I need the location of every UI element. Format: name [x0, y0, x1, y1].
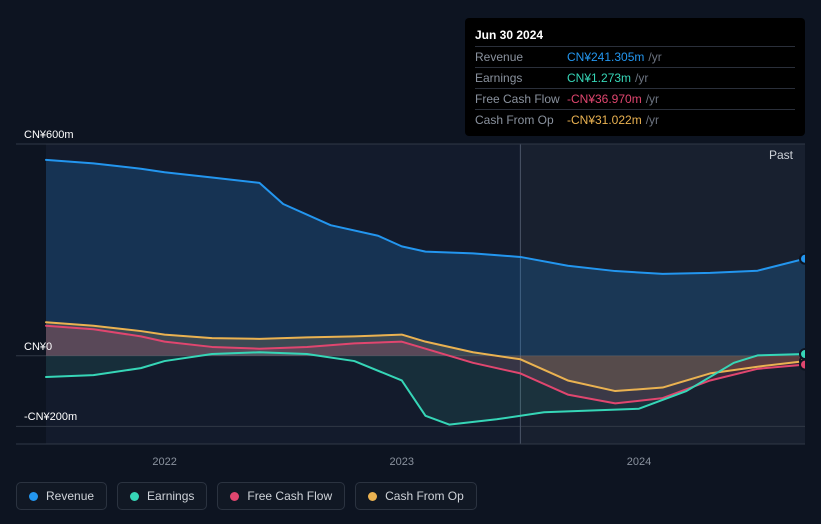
- tooltip-row: Free Cash Flow-CN¥36.970m/yr: [475, 89, 795, 110]
- tooltip-row-unit: /yr: [648, 50, 661, 64]
- legend-item-label: Cash From Op: [385, 489, 464, 503]
- legend-dot-icon: [130, 492, 139, 501]
- legend-item-label: Free Cash Flow: [247, 489, 332, 503]
- legend-item-cash-from-op[interactable]: Cash From Op: [355, 482, 477, 510]
- tooltip-row-label: Earnings: [475, 71, 567, 85]
- chart-legend: Revenue Earnings Free Cash Flow Cash From O…: [16, 482, 477, 510]
- y-axis-label: -CN¥200m: [24, 411, 77, 423]
- x-axis-label: 2023: [390, 456, 414, 468]
- tooltip-row-label: Free Cash Flow: [475, 92, 567, 106]
- legend-item-earnings[interactable]: Earnings: [117, 482, 207, 510]
- tooltip-row-unit: /yr: [635, 71, 648, 85]
- tooltip-row-value: -CN¥36.970m: [567, 92, 642, 106]
- legend-item-label: Revenue: [46, 489, 94, 503]
- tooltip-row-value: CN¥241.305m: [567, 50, 644, 64]
- tooltip-row: EarningsCN¥1.273m/yr: [475, 68, 795, 89]
- tooltip-row-label: Cash From Op: [475, 113, 567, 127]
- legend-dot-icon: [29, 492, 38, 501]
- legend-dot-icon: [230, 492, 239, 501]
- tooltip-row: RevenueCN¥241.305m/yr: [475, 47, 795, 68]
- legend-item-revenue[interactable]: Revenue: [16, 482, 107, 510]
- tooltip-row-label: Revenue: [475, 50, 567, 64]
- y-axis-label: CN¥0: [24, 341, 52, 353]
- chart-svg: [16, 126, 805, 466]
- past-label: Past: [769, 148, 793, 162]
- chart-tooltip: Jun 30 2024 RevenueCN¥241.305m/yrEarning…: [465, 18, 805, 136]
- legend-item-label: Earnings: [147, 489, 194, 503]
- legend-dot-icon: [368, 492, 377, 501]
- tooltip-row: Cash From Op-CN¥31.022m/yr: [475, 110, 795, 130]
- tooltip-row-unit: /yr: [646, 113, 659, 127]
- legend-item-free-cash-flow[interactable]: Free Cash Flow: [217, 482, 345, 510]
- y-axis-label: CN¥600m: [24, 129, 74, 141]
- tooltip-row-value: -CN¥31.022m: [567, 113, 642, 127]
- tooltip-date: Jun 30 2024: [475, 24, 795, 47]
- financial-history-chart: Past CN¥600m CN¥0 -CN¥200m 2022 2023 2024: [16, 126, 805, 476]
- x-axis-label: 2022: [152, 456, 176, 468]
- tooltip-row-value: CN¥1.273m: [567, 71, 631, 85]
- tooltip-row-unit: /yr: [646, 92, 659, 106]
- x-axis-label: 2024: [627, 456, 651, 468]
